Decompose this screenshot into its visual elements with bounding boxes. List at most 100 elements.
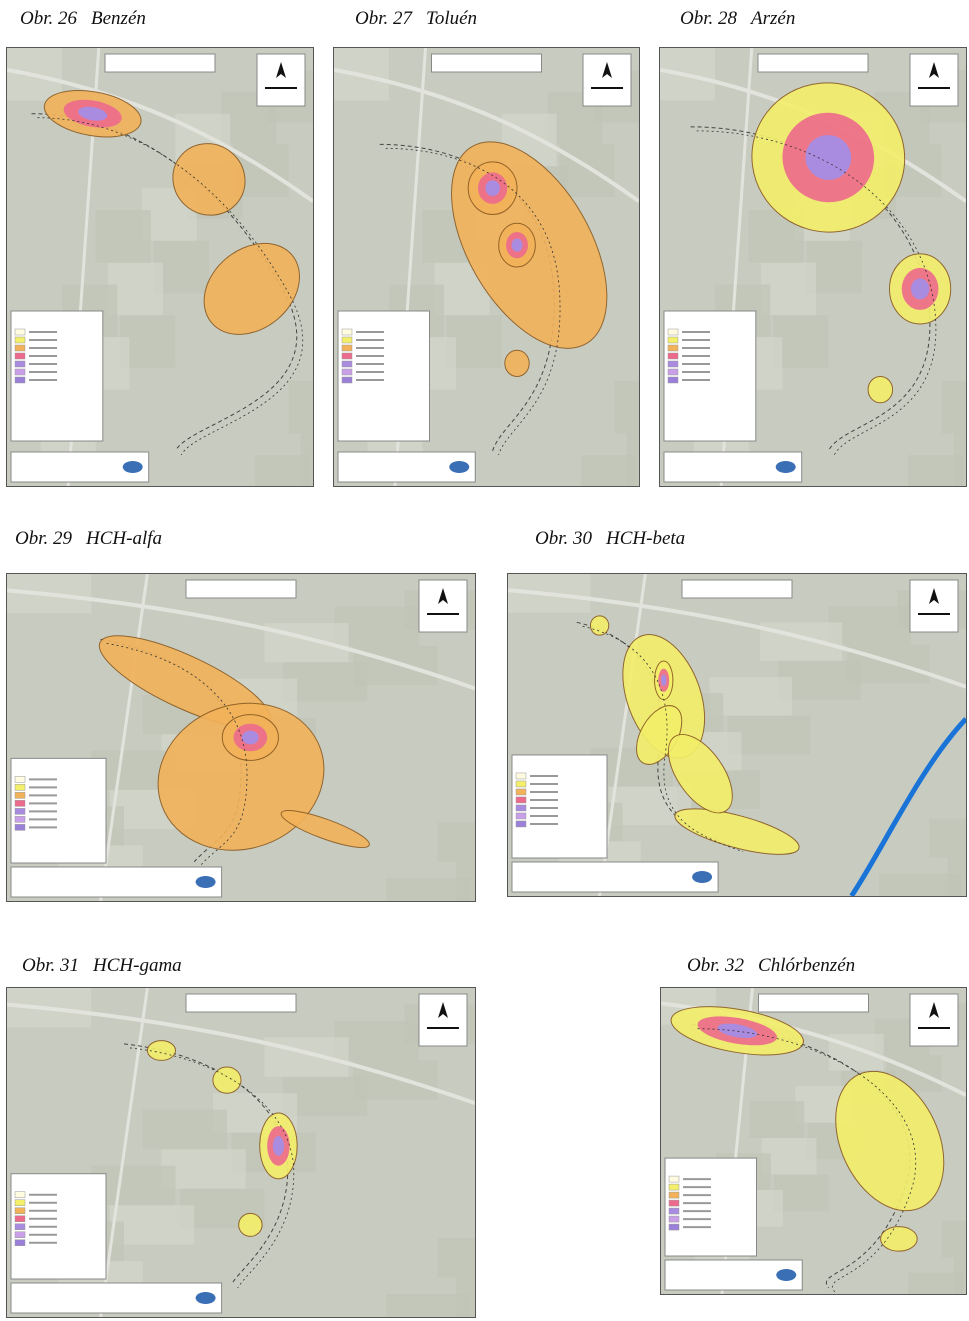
legend-swatch — [14, 792, 26, 799]
legend-box — [664, 1157, 757, 1257]
plume — [146, 1040, 176, 1061]
figure-name: HCH-gama — [93, 955, 182, 976]
legend-swatch — [668, 1223, 680, 1231]
legend-swatch — [668, 1175, 680, 1183]
route-line — [31, 113, 298, 452]
plume — [835, 1070, 945, 1212]
route-line — [129, 1047, 295, 1289]
map — [6, 987, 476, 1318]
logo — [775, 461, 796, 473]
legend-swatch — [515, 772, 527, 780]
map — [6, 47, 314, 487]
terrain — [614, 380, 639, 434]
north-arrow — [438, 1002, 448, 1018]
plume-zone — [717, 1023, 758, 1039]
plume-zone — [280, 810, 370, 849]
legend-swatch — [14, 808, 26, 815]
map-title-box — [681, 579, 793, 599]
legend-swatch — [341, 368, 353, 376]
figure-number: Obr. 31 — [22, 955, 80, 976]
plume — [212, 1066, 242, 1094]
legend-swatch — [14, 1191, 26, 1198]
terrain — [761, 1137, 817, 1175]
legend-swatch — [668, 1199, 680, 1207]
terrain — [878, 873, 962, 896]
figure-name: Arzén — [751, 8, 796, 29]
terrain — [941, 1220, 966, 1258]
legend-swatch — [667, 360, 679, 368]
legend-swatch — [341, 336, 353, 344]
plume — [751, 82, 906, 233]
figure-caption: Obr. 28 Arzén — [680, 8, 795, 30]
legend-swatch — [14, 344, 26, 352]
plume — [589, 615, 610, 636]
plume-zone — [212, 1066, 242, 1094]
legend-swatch — [668, 1191, 680, 1199]
terrain — [446, 315, 502, 368]
route-line — [697, 1028, 917, 1293]
plume — [880, 1226, 918, 1252]
plume — [667, 733, 733, 814]
map-image — [661, 988, 966, 1294]
logo — [195, 1292, 216, 1304]
figure-caption: Obr. 26 Benzén — [20, 8, 146, 30]
terrain — [907, 455, 963, 486]
plume-zone — [660, 674, 667, 687]
plume-zone — [272, 1136, 285, 1156]
terrain — [581, 455, 636, 486]
legend-swatch — [515, 812, 527, 820]
legend-swatch — [14, 352, 26, 360]
map — [333, 47, 640, 487]
map — [6, 573, 476, 902]
legend-swatch — [14, 336, 26, 344]
north-arrow — [929, 588, 939, 604]
plume-zone — [667, 733, 733, 814]
plume-zone — [146, 1040, 176, 1061]
plume-zone — [511, 238, 523, 252]
map-title-box — [185, 993, 297, 1013]
plume-zone — [910, 278, 930, 300]
plume — [674, 808, 800, 855]
north-arrow-box — [418, 993, 468, 1047]
terrain — [437, 1238, 475, 1278]
terrain — [709, 677, 792, 716]
north-arrow — [438, 588, 448, 604]
plume-zone — [867, 376, 894, 404]
legend-swatch — [667, 344, 679, 352]
map-footer — [10, 866, 223, 898]
figure-caption: Obr. 31 HCH-gama — [22, 955, 182, 977]
terrain — [759, 622, 843, 661]
terrain — [254, 455, 310, 486]
figure-number: Obr. 27 — [355, 8, 413, 29]
figure-number: Obr. 29 — [15, 528, 73, 549]
legend-swatch — [14, 1231, 26, 1238]
legend-swatch — [14, 1199, 26, 1206]
terrain — [929, 818, 966, 858]
map-image — [7, 48, 313, 486]
terrain — [264, 623, 349, 663]
plume-zone — [172, 143, 246, 216]
legend-box — [511, 754, 608, 859]
north-arrow-box — [909, 53, 959, 107]
plume — [867, 376, 894, 404]
legend-swatch — [14, 1207, 26, 1214]
figure-name: Chlórbenzén — [758, 955, 856, 976]
map-title-box — [757, 53, 869, 73]
route-line — [691, 1024, 911, 1289]
legend-swatch — [14, 776, 26, 783]
legend-swatch — [14, 1215, 26, 1222]
route-line — [582, 625, 744, 853]
legend-box — [10, 757, 107, 864]
legend-swatch — [14, 368, 26, 376]
figure-number: Obr. 28 — [680, 8, 738, 29]
map-footer — [10, 1282, 223, 1314]
plume — [504, 349, 530, 377]
plume-zone — [504, 349, 530, 377]
map-footer — [511, 861, 719, 893]
figure-number: Obr. 32 — [687, 955, 745, 976]
terrain — [142, 1109, 227, 1150]
road — [7, 67, 313, 203]
plume — [670, 1006, 804, 1056]
figure-name: HCH-alfa — [86, 528, 163, 549]
figure-caption: Obr. 29 HCH-alfa — [15, 528, 162, 550]
